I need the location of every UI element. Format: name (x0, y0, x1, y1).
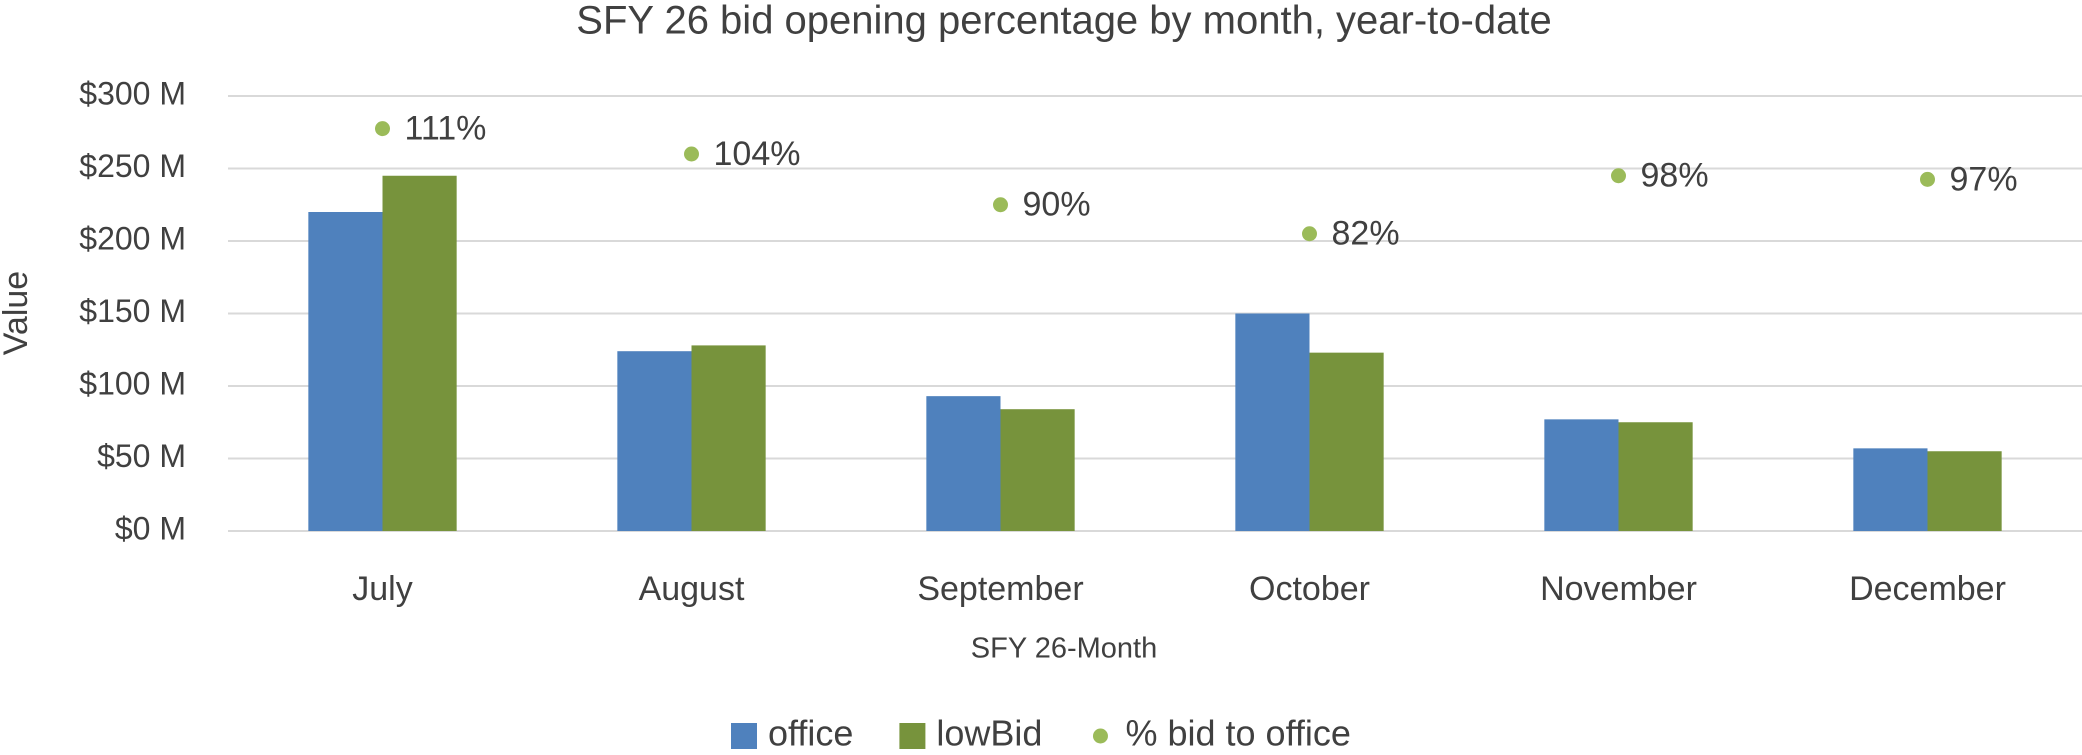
x-tick-label: November (1540, 570, 1697, 608)
legend-label: office (768, 713, 853, 754)
data-label: 111% (405, 110, 487, 148)
chart-title: SFY 26 bid opening percentage by month, … (576, 0, 1551, 43)
x-tick-label: December (1849, 570, 2006, 608)
y-axis-title: Value (0, 271, 35, 355)
legend-marker (1092, 728, 1108, 744)
point (1920, 171, 1935, 187)
y-tick-label: $50 M (97, 438, 186, 474)
legend-swatch (731, 723, 757, 749)
bar (1000, 409, 1075, 531)
x-axis-title: SFY 26-Month (971, 633, 1157, 665)
bar (1544, 419, 1619, 531)
data-label: 104% (714, 135, 801, 173)
bar (1309, 352, 1384, 531)
bar (1927, 451, 2002, 531)
y-tick-label: $100 M (79, 365, 186, 401)
bar (617, 351, 692, 531)
point (375, 121, 390, 137)
data-label: 98% (1641, 157, 1709, 195)
bar (1235, 313, 1310, 531)
bar (926, 396, 1001, 531)
point (1302, 226, 1317, 242)
bar (308, 212, 383, 531)
data-label: 82% (1332, 215, 1400, 253)
bar (1853, 448, 1928, 531)
x-tick-label: October (1249, 570, 1370, 608)
y-tick-label: $0 M (115, 510, 186, 546)
legend-label: % bid to office (1125, 713, 1350, 754)
x-tick-label: July (352, 570, 412, 608)
x-tick-label: September (917, 570, 1083, 608)
y-tick-label: $150 M (79, 293, 186, 329)
y-tick-label: $200 M (79, 220, 186, 256)
data-label: 97% (1950, 160, 2018, 198)
legend-label: lowBid (936, 713, 1042, 754)
point (1611, 168, 1626, 184)
bar (1618, 422, 1693, 531)
point (684, 146, 699, 162)
x-tick-label: August (639, 570, 745, 608)
bar (382, 175, 457, 531)
legend-swatch (899, 723, 926, 749)
bar (691, 345, 766, 531)
data-label: 90% (1023, 186, 1091, 224)
point (993, 197, 1008, 213)
y-tick-label: $300 M (79, 75, 186, 111)
y-tick-label: $250 M (79, 148, 186, 184)
